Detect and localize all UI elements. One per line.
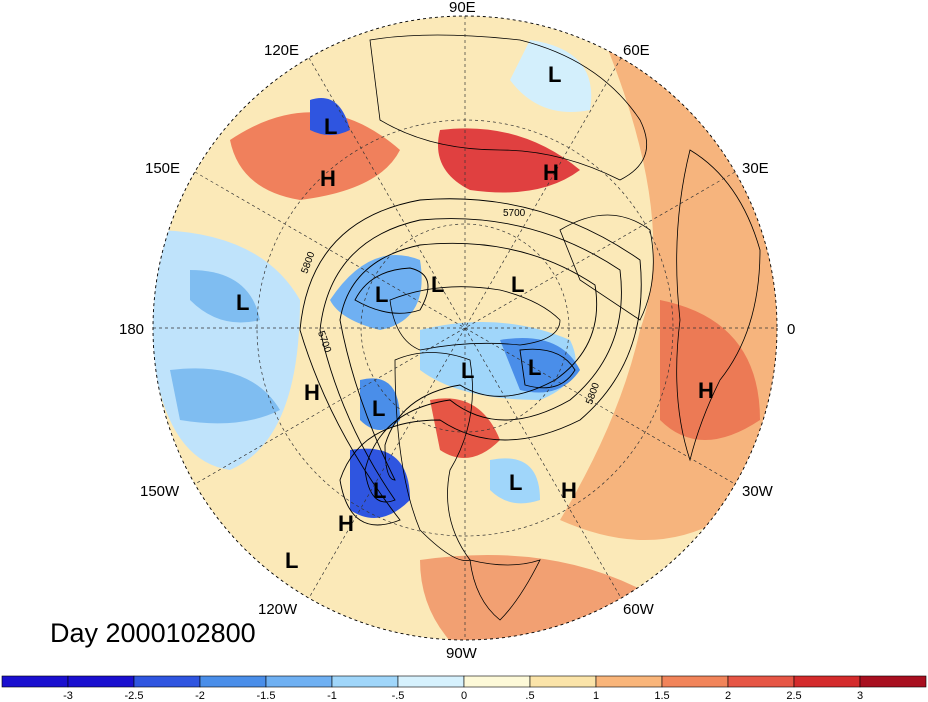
colorbar-box xyxy=(397,675,465,688)
colorbar-box xyxy=(199,675,267,688)
lon-label-90w: 90W xyxy=(446,645,478,662)
low-marker: L xyxy=(509,470,522,495)
low-marker: L xyxy=(372,396,385,421)
low-marker: L xyxy=(528,355,541,380)
lon-label-90e: 90E xyxy=(449,0,476,16)
colorbar: -3 -2.5 -2 -1.5 -1 -.5 0 .5 1 1.5 2 2.5 3 xyxy=(1,675,927,702)
colorbar-box xyxy=(595,675,663,688)
low-marker: L xyxy=(285,548,298,573)
colorbar-box xyxy=(793,675,861,688)
colorbar-box xyxy=(463,675,531,688)
colorbar-tick-label: -2 xyxy=(195,690,205,702)
colorbar-tick-label: -1 xyxy=(327,690,337,702)
colorbar-tick-label: -2.5 xyxy=(125,690,144,702)
colorbar-box xyxy=(331,675,399,688)
low-marker: L xyxy=(461,358,474,383)
graticule xyxy=(153,16,777,640)
lon-label-120w: 120W xyxy=(258,601,298,618)
colorbar-tick-label: -.5 xyxy=(392,690,405,702)
low-marker: L xyxy=(548,62,561,87)
high-marker: H xyxy=(561,478,577,503)
longitude-labels: 90E 120E 60E 150E 30E 180 0 150W 30W 120… xyxy=(119,0,795,662)
plot-title: Day 2000102800 xyxy=(50,618,256,648)
colorbar-box xyxy=(661,675,729,688)
low-marker: L xyxy=(431,272,444,297)
low-marker: L xyxy=(375,282,388,307)
lon-label-120e: 120E xyxy=(264,42,299,59)
colorbar-boxes xyxy=(1,675,927,688)
low-marker: L xyxy=(324,114,337,139)
lon-label-150w: 150W xyxy=(140,483,180,500)
map-boundary xyxy=(152,15,778,641)
colorbar-tick-label: -1.5 xyxy=(257,690,276,702)
colorbar-tick-label: 2.5 xyxy=(786,690,801,702)
high-marker: H xyxy=(304,380,320,405)
colorbar-tick-label: -3 xyxy=(63,690,73,702)
coastlines xyxy=(369,34,761,621)
colorbar-box xyxy=(529,675,597,688)
low-marker: L xyxy=(236,290,249,315)
low-marker: L xyxy=(511,272,524,297)
pressure-system-markers: L L H H L L L L L L H L L H L L H H xyxy=(236,62,714,573)
colorbar-tick-label: 2 xyxy=(725,690,731,702)
high-marker: H xyxy=(320,166,336,191)
contour-label: 5700 xyxy=(503,208,526,219)
lon-label-0: 0 xyxy=(787,321,795,338)
colorbar-tick-label: 0 xyxy=(461,690,467,702)
colorbar-tick-label: 1 xyxy=(593,690,599,702)
colorbar-box xyxy=(1,675,69,688)
colorbar-tick-label: 3 xyxy=(857,690,863,702)
lon-label-150e: 150E xyxy=(145,160,180,177)
lon-label-30e: 30E xyxy=(742,160,769,177)
lon-label-180: 180 xyxy=(119,321,144,338)
colorbar-box xyxy=(265,675,333,688)
lon-label-60e: 60E xyxy=(623,42,650,59)
high-marker: H xyxy=(338,511,354,536)
colorbar-box xyxy=(67,675,135,688)
polar-map: 5700 5800 5700 5800 90E 120E 60E 150E 30… xyxy=(119,0,795,662)
colorbar-box xyxy=(727,675,795,688)
colorbar-box xyxy=(859,675,927,688)
lon-label-30w: 30W xyxy=(742,483,774,500)
colorbar-box xyxy=(133,675,201,688)
colorbar-ticks: -3 -2.5 -2 -1.5 -1 -.5 0 .5 1 1.5 2 2.5 3 xyxy=(63,690,863,702)
geopotential-contours xyxy=(299,198,642,526)
lon-label-60w: 60W xyxy=(623,601,655,618)
high-marker: H xyxy=(543,160,559,185)
colorbar-tick-label: 1.5 xyxy=(654,690,669,702)
low-marker: L xyxy=(373,478,386,503)
colorbar-tick-label: .5 xyxy=(525,690,534,702)
high-marker: H xyxy=(698,378,714,403)
